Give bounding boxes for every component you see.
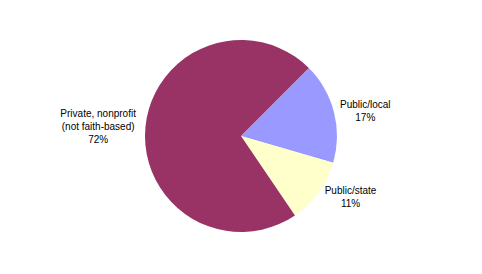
svg-text:Public/state11%: Public/state11% xyxy=(325,185,377,209)
svg-text:Public/local17%: Public/local17% xyxy=(340,99,391,123)
svg-text:Private, nonprofit(not faith-b: Private, nonprofit(not faith-based)72% xyxy=(60,108,136,145)
